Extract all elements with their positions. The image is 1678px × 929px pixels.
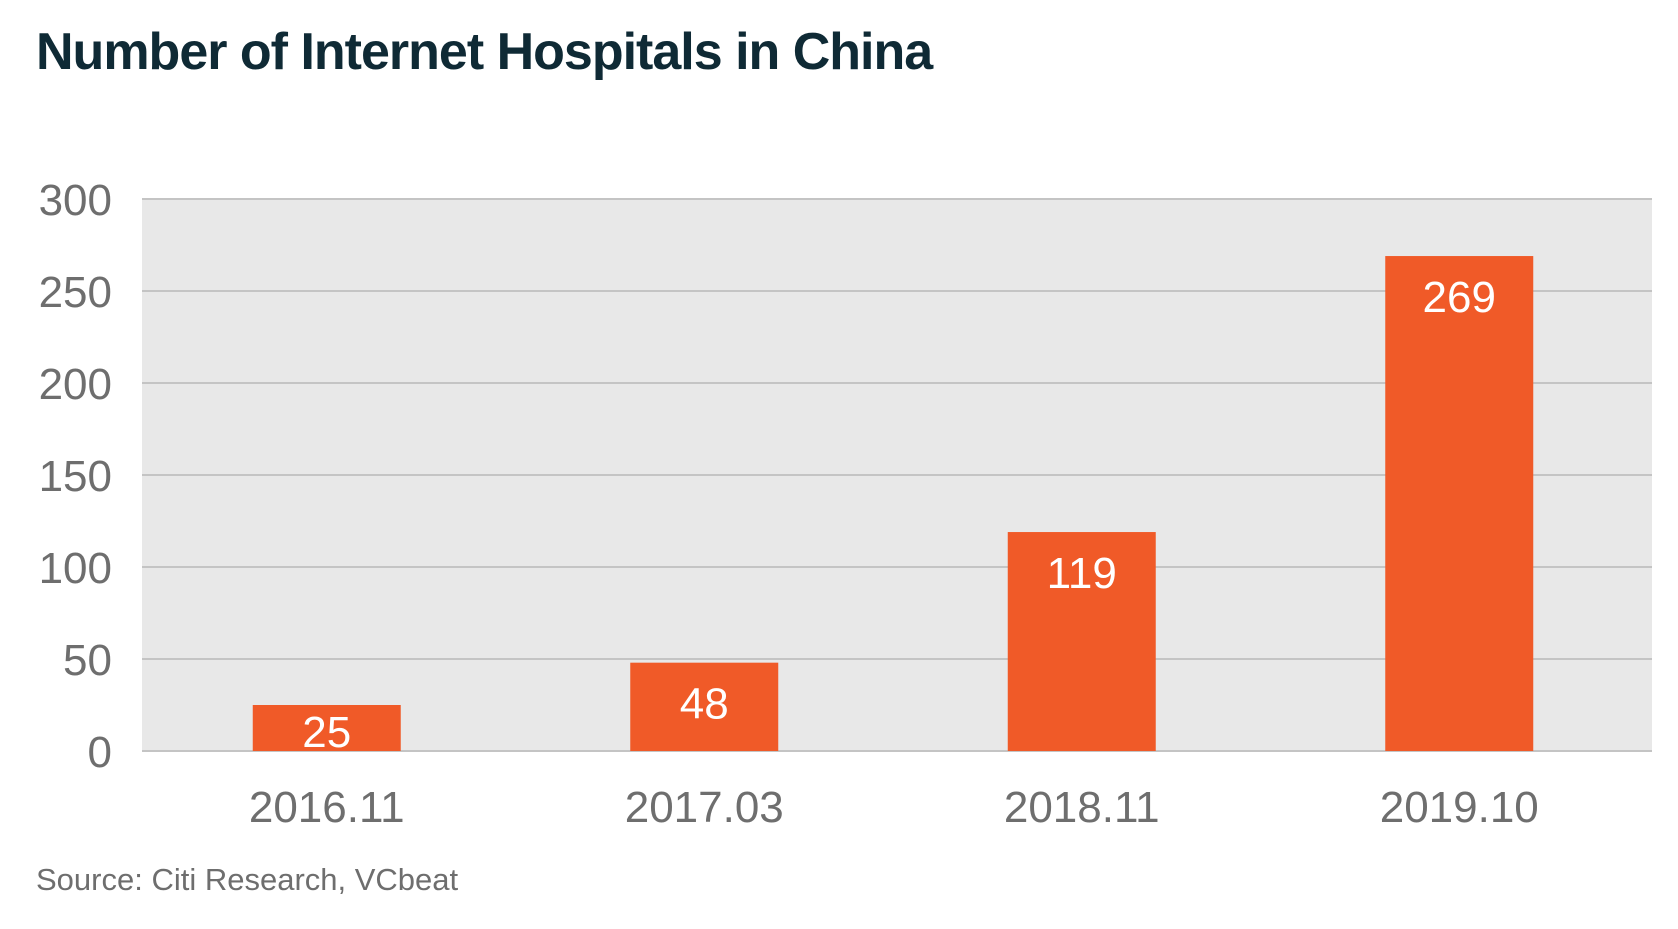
y-tick-label: 300: [39, 176, 112, 225]
bar-value-label: 48: [680, 680, 729, 729]
x-tick-label: 2017.03: [625, 783, 784, 832]
bar: [252, 705, 401, 751]
y-tick-label: 250: [39, 268, 112, 317]
bar: [630, 662, 779, 751]
x-tick-label: 2018.11: [1004, 783, 1160, 832]
bars: [252, 256, 1534, 751]
bar-value-label: 25: [302, 708, 351, 757]
x-axis-ticks: 2016.11 2017.03 2018.11 2019.10: [249, 783, 1539, 832]
y-axis-ticks: 0 50 100 150 200 250 300: [39, 176, 112, 777]
chart-title: Number of Internet Hospitals in China: [36, 23, 933, 81]
x-tick-label: 2019.10: [1380, 783, 1539, 832]
y-tick-label: 100: [39, 544, 112, 593]
bar-value-label: 269: [1423, 273, 1496, 322]
value-labels: 25 48 119 269: [302, 273, 1496, 757]
y-tick-label: 150: [39, 452, 112, 501]
y-tick-label: 0: [88, 728, 112, 777]
bar: [1007, 532, 1156, 751]
chart-source: Source: Citi Research, VCbeat: [36, 862, 459, 897]
y-tick-label: 50: [63, 636, 112, 685]
bar: [1385, 256, 1534, 751]
bar-value-label: 119: [1047, 549, 1117, 598]
y-tick-label: 200: [39, 360, 112, 409]
x-tick-label: 2016.11: [249, 783, 405, 832]
